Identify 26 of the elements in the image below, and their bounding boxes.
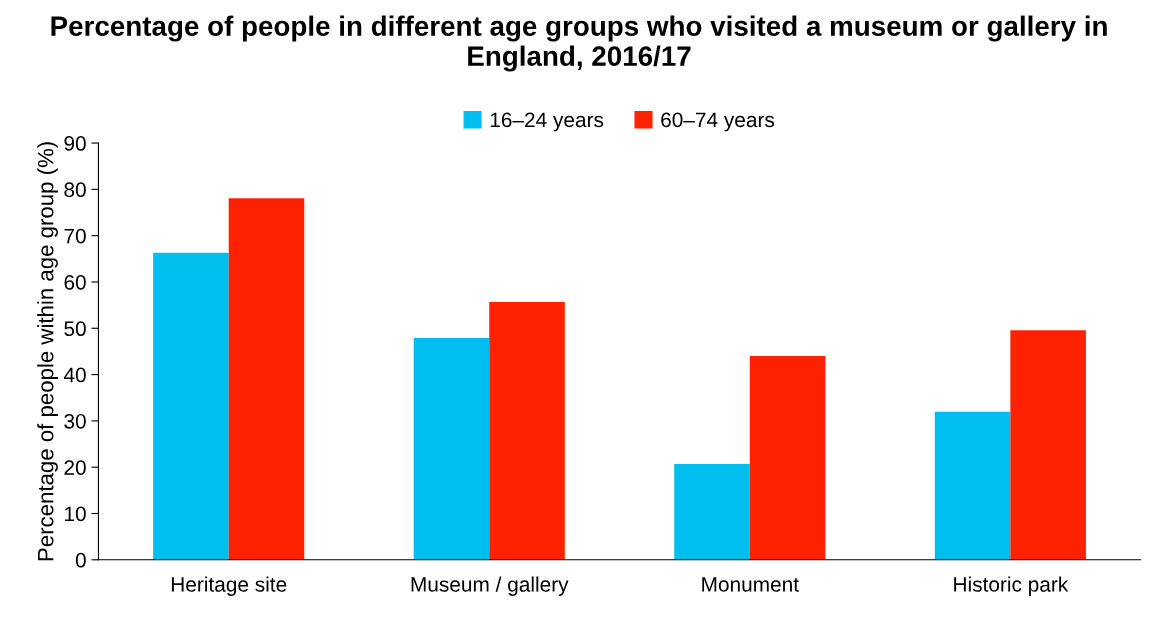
chart-title: Percentage of people in different age groups who visited a museum or gallery in England, 2016/17 <box>51 15 1107 72</box>
y-tick-label: 70 <box>64 228 86 244</box>
bar <box>934 411 1011 560</box>
y-tick-label: 30 <box>64 413 86 429</box>
x-tick-label: Historic park <box>954 576 1069 596</box>
y-tick-label: 60 <box>64 274 86 290</box>
legend-label: 60–74 years <box>661 112 775 132</box>
bar <box>413 338 490 560</box>
y-tick-label: 90 <box>64 136 86 151</box>
y-tick-label: 80 <box>64 182 86 198</box>
bar <box>489 301 565 560</box>
y-tick-label: 10 <box>65 506 86 522</box>
y-tick-label: 20 <box>64 460 86 475</box>
x-tick-label: Museum / gallery <box>411 576 569 596</box>
x-tick-label: Monument <box>702 577 799 592</box>
bar <box>749 356 826 560</box>
legend-label: 16–24 years <box>490 112 604 132</box>
bar <box>674 463 750 560</box>
y-axis-title: Percentage of people within age group (%) <box>37 142 58 561</box>
bar <box>228 198 305 560</box>
bar <box>1010 330 1086 560</box>
y-tick-label: 40 <box>63 367 86 383</box>
x-tick-label: Heritage site <box>171 576 287 596</box>
y-tick-label: 0 <box>75 552 86 568</box>
bar <box>153 252 229 560</box>
y-tick-label: 50 <box>64 321 86 337</box>
